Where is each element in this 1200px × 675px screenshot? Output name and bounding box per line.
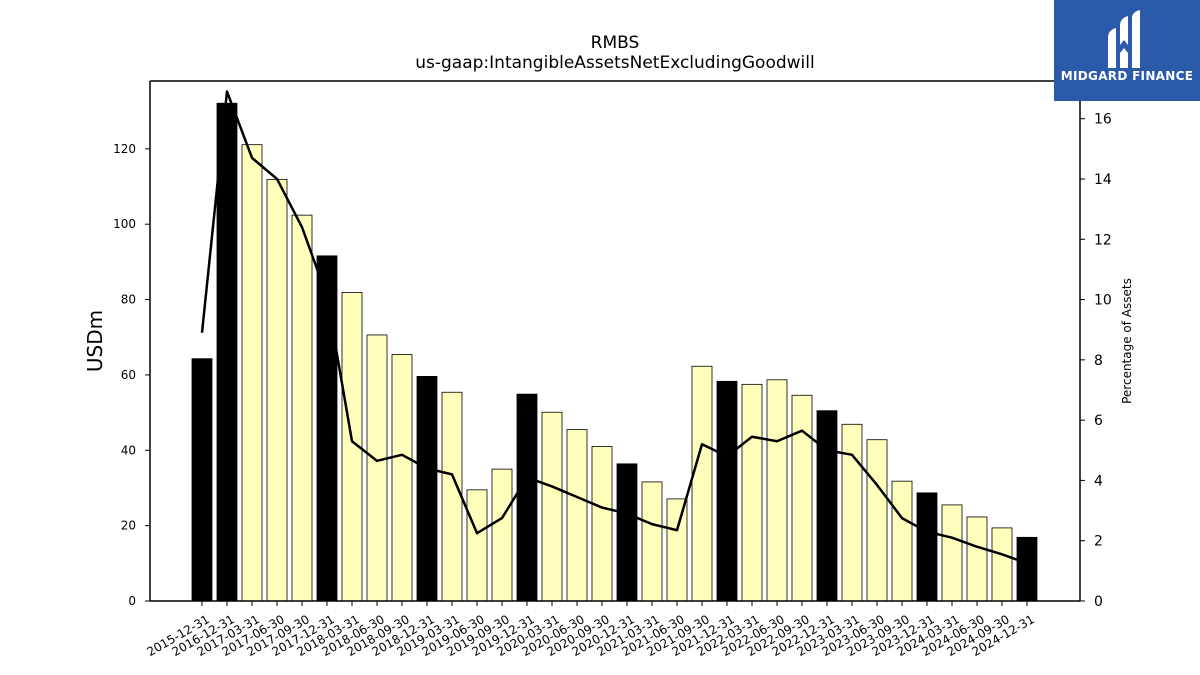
bar-2024-12-31 bbox=[1016, 536, 1038, 602]
bar-2024-06-30 bbox=[966, 516, 988, 602]
bar-2018-12-31 bbox=[416, 376, 438, 602]
left-tick-label: 100 bbox=[113, 217, 136, 231]
bar-2021-06-30 bbox=[666, 498, 688, 602]
axes bbox=[149, 80, 1081, 602]
right-tick-label: 0 bbox=[1094, 594, 1103, 610]
x-axis: 2015-12-312016-12-312017-03-312017-06-30… bbox=[144, 601, 1037, 659]
midgard-finance-logo: MIDGARD FINANCE bbox=[1054, 0, 1200, 101]
bar-2021-12-31 bbox=[716, 380, 738, 602]
bar-2020-12-31 bbox=[616, 463, 638, 602]
chart-subtitle: us-gaap:IntangibleAssetsNetExcludingGood… bbox=[415, 53, 814, 73]
bar-2023-03-31 bbox=[841, 423, 863, 602]
bar-2021-03-31 bbox=[641, 481, 663, 602]
bar-2019-12-31 bbox=[516, 393, 538, 602]
right-tick-label: 10 bbox=[1094, 293, 1112, 309]
bar-2022-09-30 bbox=[791, 394, 813, 602]
right-tick-label: 8 bbox=[1094, 353, 1103, 369]
bar-2024-03-31 bbox=[941, 504, 963, 602]
bar-2023-12-31 bbox=[916, 492, 938, 602]
bar-2017-12-31 bbox=[316, 255, 338, 602]
bar-2015-12-31 bbox=[191, 358, 213, 602]
logo-text: MIDGARD FINANCE bbox=[1060, 69, 1194, 83]
right-y-axis: 0 2 4 6 8 10 12 14 16 bbox=[1080, 112, 1112, 610]
bar-2022-12-31 bbox=[816, 410, 838, 602]
left-tick-label: 20 bbox=[121, 519, 136, 533]
chart-title: RMBS bbox=[591, 33, 640, 53]
left-tick-label: 0 bbox=[128, 594, 136, 608]
bar-2023-06-30 bbox=[866, 439, 888, 602]
left-y-axis: 0 20 40 60 80 100 120 bbox=[113, 142, 150, 608]
right-tick-label: 2 bbox=[1094, 534, 1103, 550]
bar-2017-06-30 bbox=[266, 178, 288, 602]
right-tick-label: 6 bbox=[1094, 413, 1103, 429]
bar-2017-09-30 bbox=[291, 214, 313, 602]
midgard-logo-icon bbox=[1108, 10, 1140, 68]
left-tick-label: 80 bbox=[121, 293, 136, 307]
right-tick-label: 14 bbox=[1094, 172, 1112, 188]
bar-2022-06-30 bbox=[766, 379, 788, 602]
bar-2022-03-31 bbox=[741, 383, 763, 602]
left-tick-label: 120 bbox=[113, 142, 136, 156]
bar-2020-03-31 bbox=[541, 411, 563, 602]
bar-2019-06-30 bbox=[466, 489, 488, 602]
bar-2024-09-30 bbox=[991, 527, 1013, 602]
bar-2023-09-30 bbox=[891, 480, 913, 602]
left-y-axis-label: USDm bbox=[83, 310, 107, 372]
bar-series bbox=[191, 102, 1038, 602]
right-tick-label: 4 bbox=[1094, 473, 1103, 489]
bar-2019-09-30 bbox=[491, 468, 513, 602]
bar-2017-03-31 bbox=[241, 144, 263, 602]
right-tick-label: 12 bbox=[1094, 232, 1112, 248]
percentage-line bbox=[200, 90, 1028, 565]
bar-2021-09-30 bbox=[691, 365, 713, 602]
left-tick-label: 40 bbox=[121, 443, 136, 457]
bar-2016-12-31 bbox=[216, 102, 238, 602]
bar-2018-09-30 bbox=[391, 354, 413, 602]
bar-2018-06-30 bbox=[366, 334, 388, 602]
percentage-line-series bbox=[200, 90, 1028, 565]
bar-2019-03-31 bbox=[441, 391, 463, 602]
left-tick-label: 60 bbox=[121, 368, 136, 382]
bar-2020-06-30 bbox=[566, 429, 588, 602]
right-y-axis-label: Percentage of Assets bbox=[1120, 278, 1134, 404]
right-tick-label: 16 bbox=[1094, 112, 1112, 128]
bar-2020-09-30 bbox=[591, 446, 613, 602]
